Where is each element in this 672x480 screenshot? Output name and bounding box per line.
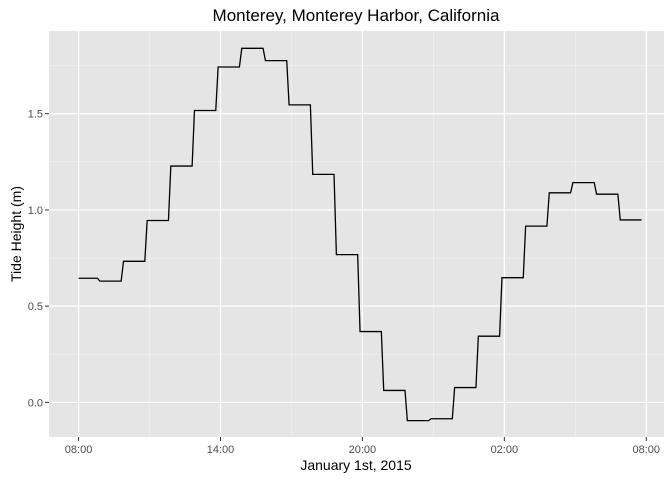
y-tick-label: 0.5 (28, 301, 43, 313)
y-axis-title: Tide Height (m) (8, 186, 24, 282)
x-axis-title: January 1st, 2015 (300, 457, 412, 473)
minor-gridlines (49, 31, 664, 437)
y-tick-label: 1.5 (28, 109, 43, 121)
x-axis-ticks: 08:00 14:00 20:00 02:00 08:00 (65, 437, 660, 456)
chart-title: Monterey, Monterey Harbor, California (213, 6, 500, 25)
tide-height-line (78, 47, 642, 422)
x-tick-label: 14:00 (207, 444, 235, 456)
y-tick-label: 0.0 (28, 397, 43, 409)
x-tick-label: 02:00 (491, 444, 519, 456)
x-tick-label: 20:00 (349, 444, 377, 456)
y-axis-ticks: 0.0 0.5 1.0 1.5 (28, 109, 49, 409)
plot-panel (49, 31, 664, 437)
x-tick-label: 08:00 (65, 444, 93, 456)
x-tick-label: 08:00 (632, 444, 660, 456)
y-tick-label: 1.0 (28, 205, 43, 217)
major-gridlines (49, 31, 664, 437)
